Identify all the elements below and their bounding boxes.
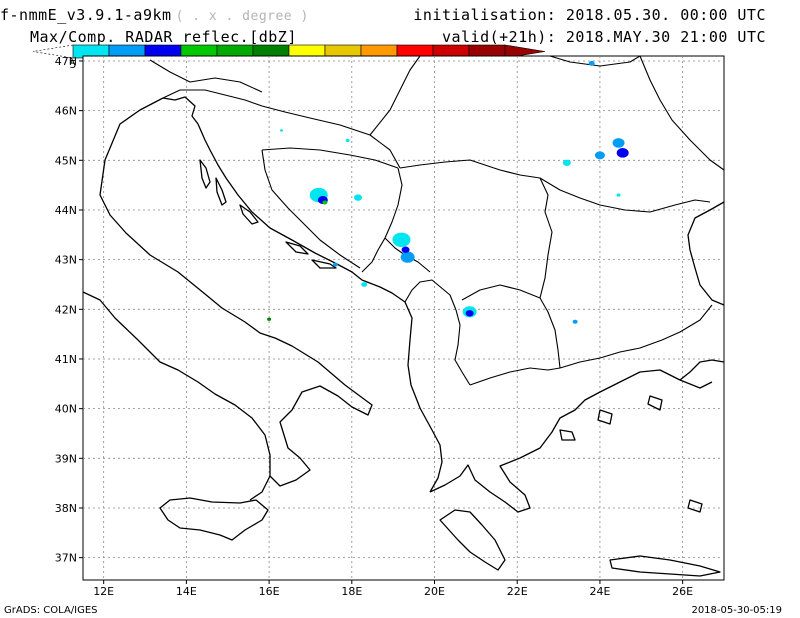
aegean-island-3 [647,395,663,411]
variable-title: Max/Comp. RADAR reflec.[dbZ] [30,28,297,46]
marmara-coast [679,359,725,381]
lat-label: 41N [55,353,77,366]
grads-credit: GrADS: COLA/IGES [4,605,98,616]
radar-echo-cell [280,129,284,132]
radar-echo-cell [401,246,410,253]
radar-echoes [267,61,629,324]
radar-echo-cell [400,251,415,263]
lon-label: 22E [507,585,528,598]
aegean-island-1 [559,429,576,441]
lon-label: 24E [589,585,610,598]
lat-label: 39N [55,452,77,465]
lon-label: 20E [424,585,445,598]
peloponnese [439,509,506,571]
lon-label: 26E [672,585,693,598]
latitude-labels: 47N 46N 45N 44N 43N 42N 41N 40N 39N 38N 37N [55,55,83,565]
lat-label: 42N [55,303,77,316]
radar-echo-cell [572,319,578,324]
lat-label: 38N [55,502,77,515]
radar-echo-cell [594,151,605,160]
lat-label: 44N [55,204,77,217]
sicily [159,497,269,541]
map-frame [82,55,725,581]
colorbar-arrow [504,44,546,59]
croatian-island-4 [285,241,309,255]
radar-echo-cell [612,138,625,148]
croatian-island-2 [215,177,227,206]
radar-echo-cell [562,159,571,166]
valid-time: valid(+21h): 2018.MAY.30 21:00 UTC [441,28,766,46]
italy-west-coast [82,291,271,501]
border-romania-hungary [369,55,421,136]
dodecanese [687,499,703,513]
lon-label: 12E [93,585,114,598]
radar-echo-cell [392,232,411,247]
border-romania-ukraine [549,55,641,67]
greece-mainland [429,369,713,513]
radar-echo-cell [361,282,368,287]
border-romania-bulgaria [539,177,711,213]
radar-echo-cell [616,148,629,158]
radar-echo-cell [345,138,350,143]
border-kosovo-albania [404,279,457,311]
radar-echo-cell [322,200,328,205]
border-bulgaria-turkey [559,304,713,369]
border-macedonia-greece [469,367,561,386]
border-austria-hungary [149,59,263,93]
coastlines-and-borders [82,96,725,577]
country-borders [149,55,725,386]
italy-east-coast [99,97,373,487]
border-albania-macedonia [454,309,471,386]
croatian-island-1 [199,159,211,189]
radar-echo-cell [267,317,272,321]
lat-label: 43N [55,254,77,267]
init-time: initialisation: 2018.05.30. 00:00 UTC [413,6,766,24]
timestamp: 2018-05-30-05:19 [691,605,782,616]
border-serbia-bulgaria [539,177,553,299]
lat-label: 45N [55,154,77,167]
border-slovenia-croatia [162,89,263,107]
radar-echo-cell [588,61,595,66]
lat-label: 40N [55,403,77,416]
border-romania-moldova [639,55,725,171]
radar-echo-cell [332,262,338,267]
model-title: f-nmmE_v3.9.1-a9km( . x . degree ) [0,6,309,24]
lon-label: 18E [341,585,362,598]
crete [609,555,721,577]
border-hungary-serbia [261,105,401,169]
grid-unit: ( . x . degree ) [175,9,309,24]
border-serbia-romania [399,159,541,179]
lon-label: 14E [176,585,197,598]
border-bosnia-north [261,147,399,169]
black-sea-coast [687,201,725,306]
longitude-labels: 12E 14E 16E 18E 20E 22E 24E 26E [93,580,693,598]
border-bosnia-west [261,149,361,269]
radar-echo-cell [354,194,363,201]
lon-label: 16E [259,585,280,598]
radar-echo-cell [465,310,474,317]
model-name: f-nmmE_v3.9.1-a9km [0,6,172,24]
radar-echo-cell [616,193,621,197]
croatian-island-3 [239,204,259,225]
croatian-island-5 [311,259,337,269]
colorbar-low-arrow [32,44,74,59]
lat-label: 37N [55,552,77,565]
colorbar-level-label: 5 [70,58,77,71]
border-bosnia-east [361,167,403,273]
lat-label: 47N [55,55,77,68]
lat-label: 46N [55,105,77,118]
aegean-island-2 [597,409,613,425]
